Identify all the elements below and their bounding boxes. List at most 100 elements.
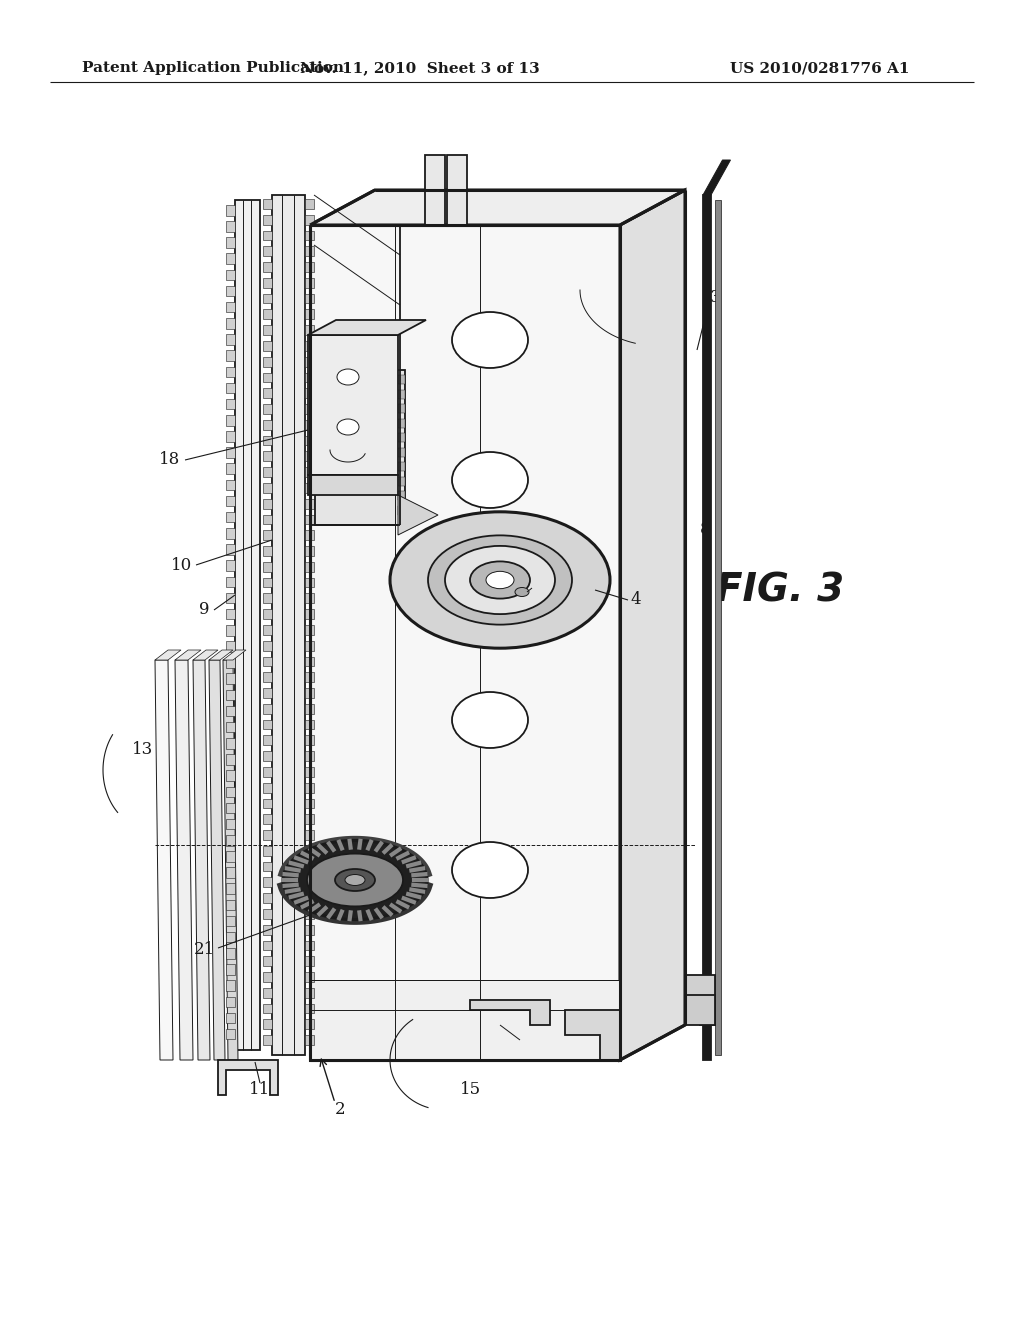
- Polygon shape: [305, 356, 314, 367]
- Ellipse shape: [452, 451, 528, 508]
- Polygon shape: [263, 972, 272, 982]
- Polygon shape: [263, 388, 272, 399]
- Polygon shape: [263, 894, 272, 903]
- Polygon shape: [685, 975, 715, 1026]
- Polygon shape: [226, 577, 234, 587]
- Ellipse shape: [452, 312, 528, 368]
- Polygon shape: [447, 154, 467, 224]
- Polygon shape: [305, 531, 314, 540]
- Polygon shape: [305, 956, 314, 966]
- Polygon shape: [308, 335, 398, 475]
- Text: 8: 8: [700, 521, 711, 539]
- Polygon shape: [263, 247, 272, 256]
- Polygon shape: [305, 799, 314, 808]
- Polygon shape: [263, 215, 272, 224]
- Polygon shape: [226, 1028, 234, 1039]
- Polygon shape: [305, 1003, 314, 1014]
- Polygon shape: [305, 499, 314, 508]
- Polygon shape: [263, 420, 272, 430]
- Polygon shape: [263, 1019, 272, 1030]
- Ellipse shape: [337, 418, 359, 436]
- Polygon shape: [263, 356, 272, 367]
- Polygon shape: [263, 279, 272, 288]
- Polygon shape: [398, 462, 406, 471]
- Polygon shape: [263, 499, 272, 508]
- Polygon shape: [226, 981, 234, 991]
- Polygon shape: [703, 160, 730, 195]
- Polygon shape: [305, 404, 314, 414]
- Polygon shape: [263, 293, 272, 304]
- Ellipse shape: [452, 842, 528, 898]
- Polygon shape: [226, 673, 234, 684]
- Polygon shape: [226, 609, 234, 619]
- Text: 2: 2: [335, 1101, 345, 1118]
- Polygon shape: [263, 925, 272, 935]
- Polygon shape: [226, 593, 234, 603]
- Polygon shape: [305, 814, 314, 824]
- Polygon shape: [226, 367, 234, 378]
- Polygon shape: [305, 546, 314, 556]
- Polygon shape: [226, 334, 234, 345]
- Ellipse shape: [486, 572, 514, 589]
- Polygon shape: [305, 562, 314, 572]
- Polygon shape: [305, 640, 314, 651]
- Polygon shape: [263, 594, 272, 603]
- Text: 10: 10: [171, 557, 193, 573]
- Polygon shape: [226, 1012, 234, 1023]
- Polygon shape: [226, 512, 234, 523]
- Polygon shape: [263, 956, 272, 966]
- Polygon shape: [305, 925, 314, 935]
- Ellipse shape: [335, 869, 375, 891]
- Polygon shape: [308, 319, 426, 335]
- Text: 21: 21: [194, 941, 215, 958]
- Polygon shape: [226, 463, 234, 474]
- Text: 11: 11: [250, 1081, 270, 1098]
- Polygon shape: [272, 195, 305, 1055]
- Polygon shape: [305, 672, 314, 682]
- Polygon shape: [263, 578, 272, 587]
- Polygon shape: [226, 738, 234, 748]
- Polygon shape: [226, 318, 234, 329]
- Polygon shape: [226, 350, 234, 360]
- Polygon shape: [226, 496, 234, 507]
- Polygon shape: [398, 375, 406, 384]
- Polygon shape: [226, 932, 234, 942]
- Polygon shape: [310, 979, 620, 1060]
- Polygon shape: [263, 688, 272, 698]
- Polygon shape: [398, 447, 406, 457]
- Polygon shape: [226, 238, 234, 248]
- Polygon shape: [305, 909, 314, 919]
- Polygon shape: [263, 751, 272, 762]
- Polygon shape: [263, 909, 272, 919]
- Polygon shape: [305, 388, 314, 399]
- Polygon shape: [305, 293, 314, 304]
- Ellipse shape: [445, 546, 555, 614]
- Ellipse shape: [337, 370, 359, 385]
- Polygon shape: [263, 309, 272, 319]
- Polygon shape: [305, 436, 314, 445]
- Polygon shape: [226, 399, 234, 409]
- Polygon shape: [305, 515, 314, 524]
- Polygon shape: [263, 830, 272, 840]
- Polygon shape: [226, 253, 234, 264]
- Polygon shape: [310, 190, 685, 224]
- Polygon shape: [263, 767, 272, 776]
- Polygon shape: [263, 404, 272, 414]
- Polygon shape: [263, 846, 272, 855]
- Polygon shape: [218, 1060, 278, 1096]
- Text: US 2010/0281776 A1: US 2010/0281776 A1: [730, 61, 909, 75]
- Polygon shape: [398, 477, 406, 486]
- Text: Patent Application Publication: Patent Application Publication: [82, 61, 344, 75]
- Polygon shape: [305, 987, 314, 998]
- Polygon shape: [263, 672, 272, 682]
- Polygon shape: [715, 201, 721, 1055]
- Polygon shape: [305, 1019, 314, 1030]
- Polygon shape: [226, 916, 234, 927]
- Polygon shape: [226, 754, 234, 764]
- Polygon shape: [263, 704, 272, 714]
- Polygon shape: [226, 818, 234, 829]
- Polygon shape: [305, 624, 314, 635]
- Polygon shape: [226, 883, 234, 894]
- Polygon shape: [263, 1003, 272, 1014]
- Polygon shape: [263, 735, 272, 746]
